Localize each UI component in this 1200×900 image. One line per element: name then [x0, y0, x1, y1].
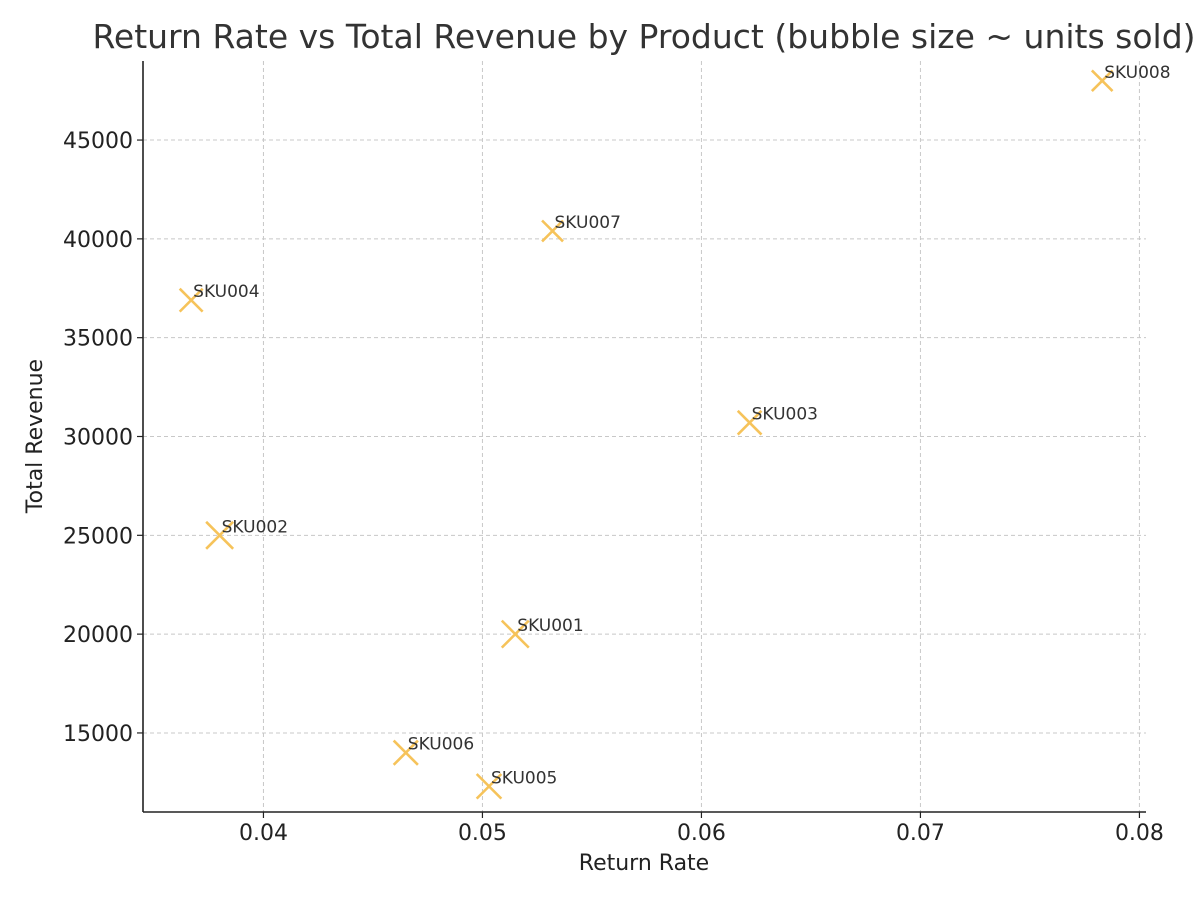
point-marker — [500, 619, 530, 649]
point-label: SKU005 — [491, 768, 557, 788]
point-label: SKU002 — [222, 517, 288, 537]
y-tick-label: 15000 — [63, 722, 133, 747]
y-tick-label: 25000 — [63, 524, 133, 549]
x-tick-label: 0.08 — [1115, 821, 1164, 846]
grid — [143, 61, 1146, 812]
x-tick-label: 0.07 — [896, 821, 945, 846]
point-label: SKU001 — [517, 616, 583, 636]
point-label: SKU008 — [1104, 63, 1170, 83]
point-marker — [736, 409, 763, 436]
y-tick-label: 40000 — [63, 228, 133, 253]
data-points: SKU001 SKU002 SKU003 SKU004 SKU005 SKU006 SKU0… — [178, 63, 1171, 800]
y-tick-label: 45000 — [63, 129, 133, 154]
x-tick-label: 0.06 — [677, 821, 726, 846]
x-axis-label: Return Rate — [579, 851, 709, 876]
x-tick-label: 0.04 — [239, 821, 288, 846]
y-axis-label: Total Revenue — [23, 359, 48, 514]
point-label: SKU006 — [408, 735, 474, 755]
x-tick-label: 0.05 — [458, 821, 507, 846]
point-marker — [1090, 69, 1114, 93]
ticks: 0.04 0.05 0.06 0.07 0.08 15000 20000 25000 30000… — [63, 129, 1164, 846]
y-tick-label: 20000 — [63, 623, 133, 648]
y-tick-label: 30000 — [63, 426, 133, 451]
point-label: SKU007 — [555, 213, 621, 233]
point-marker — [475, 773, 503, 800]
point-marker — [205, 520, 235, 550]
point-marker — [392, 739, 419, 766]
point-marker — [178, 287, 204, 313]
point-label: SKU004 — [193, 282, 259, 302]
point-marker — [541, 219, 564, 243]
y-tick-label: 35000 — [63, 327, 133, 352]
chart-title: Return Rate vs Total Revenue by Product … — [92, 17, 1195, 56]
point-label: SKU003 — [752, 405, 818, 425]
